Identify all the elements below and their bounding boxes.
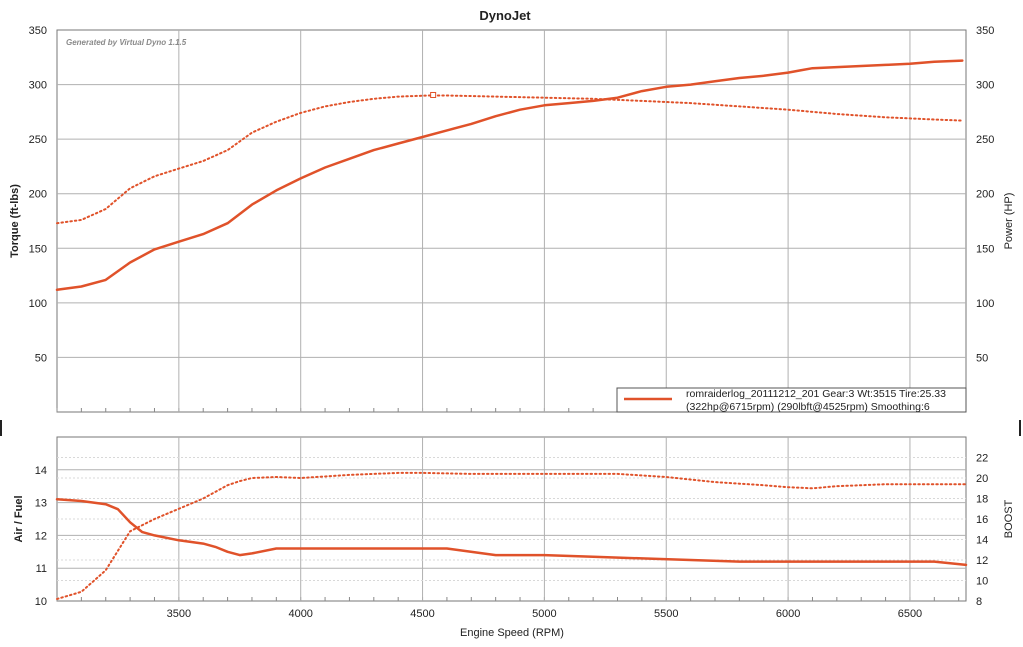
y2-tick-label: 18 — [976, 494, 988, 506]
y-tick-label: 100 — [29, 298, 47, 310]
y2-tick-label: 16 — [976, 514, 988, 526]
y2-tick-label: 14 — [976, 535, 988, 547]
y2-tick-label: 10 — [976, 576, 988, 588]
y2-tick-label: 250 — [976, 134, 994, 146]
right-edge-marker — [1019, 420, 1021, 436]
y2-tick-label: 350 — [976, 25, 994, 37]
bottom-y2-axis-title: BOOST — [1003, 499, 1015, 538]
top-tick-labels: 50 100 150 200 250 300 350 50 100 150 200 250 300 350 — [29, 25, 995, 364]
y-tick-label: 14 — [35, 465, 47, 477]
series-line-power-hp — [55, 59, 964, 292]
bottom-tick-labels: 3500 4000 4500 5000 5500 6000 6500 10 11 12 13 14 8 1… — [35, 453, 989, 621]
y-tick-label: 250 — [29, 134, 47, 146]
left-edge-marker — [0, 420, 2, 436]
y2-tick-label: 22 — [976, 453, 988, 465]
peak-torque-marker — [430, 91, 437, 98]
y-tick-label: 200 — [29, 189, 47, 201]
y-tick-label: 300 — [29, 80, 47, 92]
x-tick-label: 6500 — [898, 608, 922, 620]
series-line-air-fuel — [55, 498, 968, 567]
series-line-boost — [56, 471, 967, 600]
y2-tick-label: 100 — [976, 298, 994, 310]
x-tick-label: 6000 — [776, 608, 800, 620]
x-tick-label: 4000 — [288, 608, 312, 620]
top-plot-area — [56, 29, 967, 413]
legend-box — [616, 387, 967, 413]
y2-tick-label: 50 — [976, 352, 988, 364]
y-tick-label: 12 — [35, 530, 47, 542]
y2-tick-label: 150 — [976, 243, 994, 255]
top-y-axis-title: Torque (ft-lbs) — [9, 184, 21, 258]
y-tick-label: 350 — [29, 25, 47, 37]
legend: romraiderlog_20111212_201 Gear:3 Wt:3515… — [616, 387, 967, 413]
x-tick-label: 3500 — [167, 608, 191, 620]
y2-tick-label: 8 — [976, 596, 982, 608]
y-tick-label: 13 — [35, 498, 47, 510]
legend-line-1: romraiderlog_20111212_201 Gear:3 Wt:3515… — [686, 388, 946, 400]
watermark-text: Generated by Virtual Dyno 1.1.5 — [66, 38, 187, 47]
y2-tick-label: 300 — [976, 80, 994, 92]
bottom-y-axis-title: Air / Fuel — [13, 495, 25, 542]
y2-tick-label: 12 — [976, 555, 988, 567]
top-gridlines — [56, 30, 966, 412]
x-axis-title: Engine Speed (RPM) — [460, 627, 564, 639]
x-tick-label: 5500 — [654, 608, 678, 620]
y-tick-label: 11 — [36, 563, 47, 575]
y-tick-label: 50 — [35, 352, 47, 364]
y2-tick-label: 20 — [976, 473, 988, 485]
chart-title: DynoJet — [479, 8, 531, 23]
x-tick-label: 5000 — [532, 608, 556, 620]
top-series — [55, 59, 964, 292]
y-tick-label: 150 — [29, 243, 47, 255]
top-y2-axis-title: Power (HP) — [1003, 193, 1015, 250]
y-tick-label: 10 — [35, 596, 47, 608]
y2-tick-label: 200 — [976, 189, 994, 201]
x-tick-label: 4500 — [410, 608, 434, 620]
legend-line-2: (322hp@6715rpm) (290lbft@4525rpm) Smooth… — [686, 401, 930, 413]
bottom-gridlines — [56, 437, 966, 601]
series-line-torque-ft-lbs — [56, 94, 964, 225]
bottom-series — [55, 471, 968, 600]
